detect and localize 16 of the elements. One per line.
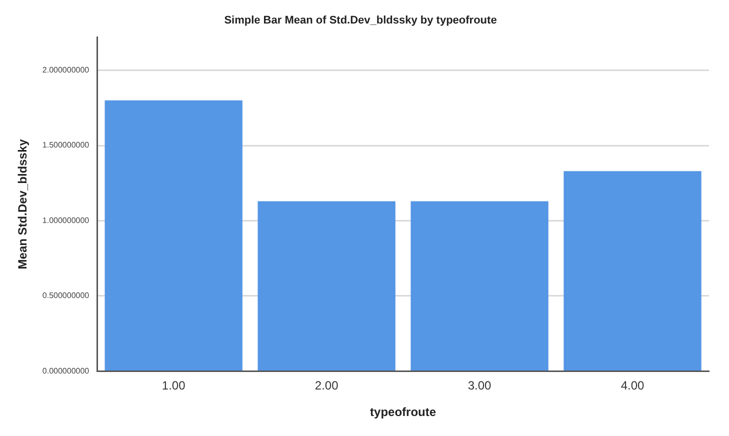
bar: [104, 100, 242, 370]
bar: [564, 171, 702, 370]
y-tick-label: 1.000000000: [42, 216, 90, 225]
bar: [410, 201, 548, 370]
y-tick-label: 2.000000000: [42, 66, 90, 74]
x-tick-label: 2.00: [314, 378, 339, 393]
x-axis-title: typeofroute: [370, 405, 436, 420]
y-tick-label: 1.500000000: [42, 140, 90, 150]
y-axis-title: Mean Std.Dev_bldssky: [16, 138, 30, 270]
y-tick-label: 0.500000000: [42, 291, 90, 300]
chart-title: Simple Bar Mean of Std.Dev_bldssky by typeofroute: [224, 14, 497, 27]
bar: [258, 201, 396, 370]
x-tick-label: 1.00: [162, 378, 186, 393]
x-tick-label: 4.00: [620, 378, 645, 393]
x-tick-label: 3.00: [468, 378, 492, 393]
y-tick-label: 0.000000000: [42, 366, 90, 376]
